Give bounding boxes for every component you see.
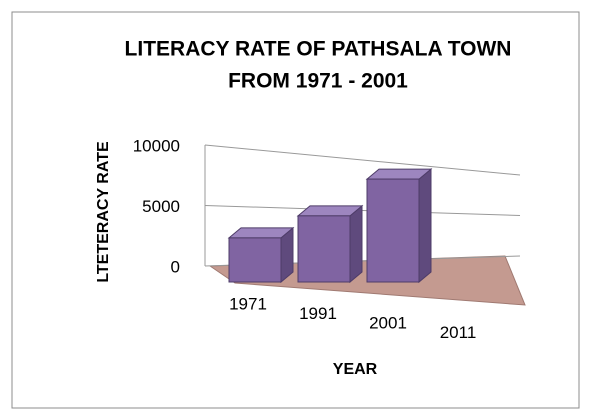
y-tick-label: 5000	[142, 197, 180, 216]
x-tick-label: 1991	[299, 304, 337, 323]
grid-line	[204, 144, 521, 176]
chart-border	[11, 11, 580, 409]
bar-side	[349, 204, 363, 284]
x-tick-label: 1971	[229, 294, 267, 313]
x-tick-label: 2001	[369, 313, 407, 332]
y-tick-label: 10000	[133, 136, 180, 155]
chart-title: FROM 1971 - 2001	[228, 70, 408, 93]
bar	[228, 237, 282, 283]
y-tick-label: 0	[171, 257, 180, 276]
bar-top	[296, 205, 364, 217]
chart-title: LITERACY RATE OF PATHSALA TOWN	[125, 38, 512, 61]
bar-top	[365, 168, 433, 180]
bar	[366, 178, 420, 283]
bar-side	[418, 168, 432, 284]
bar-top	[227, 227, 295, 239]
y-axis-title: LTETERACY RATE	[95, 141, 112, 283]
x-tick-label: 2011	[440, 323, 477, 342]
x-axis-title: YEAR	[333, 361, 378, 378]
bar	[297, 215, 351, 283]
